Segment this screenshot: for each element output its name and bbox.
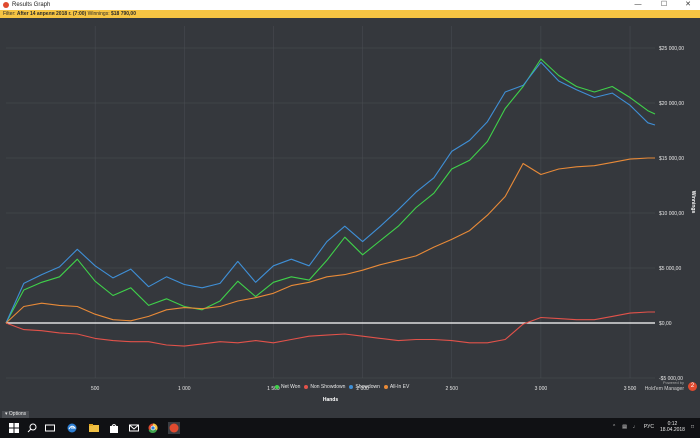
clock[interactable]: 0:12 18.04.2018 — [660, 421, 685, 433]
filter-bar[interactable]: Filter: After 14 апреля 2018 г. (7:00) W… — [0, 10, 700, 18]
legend-non-showdown[interactable]: Non Showdown — [304, 384, 345, 390]
notifications-icon[interactable]: □ — [690, 424, 694, 430]
y-tick-label: $10 000,00 — [659, 211, 684, 217]
y-tick-label: $25 000,00 — [659, 46, 684, 52]
minimize-button[interactable]: — — [634, 1, 642, 8]
x-tick-label: 2 000 — [356, 386, 369, 392]
all-in-ev-dot-icon — [383, 385, 388, 389]
legend-label: Showdown — [355, 384, 380, 390]
hm2-logo-icon: 2 — [688, 382, 697, 391]
search-icon[interactable] — [26, 422, 38, 434]
maximize-button[interactable]: ☐ — [660, 1, 668, 8]
chart-canvas: -$5 000,00 $0,00 $5 000,00 $10 000,00 $15 00… — [5, 26, 696, 403]
series-line-non-showdown — [5, 311, 655, 347]
y-tick-label: $0,00 — [659, 321, 672, 327]
filter-value: After 14 апреля 2018 г. (7:00) — [16, 11, 87, 17]
series-line-all-in-ev — [5, 157, 655, 324]
y-tick-label: $5 000,00 — [659, 266, 681, 272]
volume-icon[interactable]: ♩ — [632, 424, 638, 430]
legend-all-in-ev[interactable]: All-In EV — [383, 384, 410, 390]
store-icon[interactable] — [108, 422, 120, 434]
x-tick-label: 1 500 — [267, 386, 280, 392]
task-view-icon[interactable] — [44, 422, 56, 434]
legend-net-won[interactable]: Net Won — [275, 384, 300, 390]
system-tray: ⌃ ▤ ♩ РУС 0:12 18.04.2018 □ — [606, 421, 694, 433]
powered-by-label: Powered by — [662, 380, 684, 385]
hm2-app-icon — [3, 2, 9, 8]
clock-date: 18.04.2018 — [659, 427, 685, 433]
chevron-up-icon[interactable]: ⌃ — [611, 424, 617, 430]
options-bar: ▾ Options — [0, 410, 700, 418]
title-bar: Results Graph — ☐ ✕ — [0, 0, 700, 10]
series-line-showdown — [5, 61, 656, 324]
legend-label: All-In EV — [389, 384, 410, 390]
file-explorer-icon[interactable] — [88, 422, 100, 434]
legend-label: Non Showdown — [310, 384, 346, 390]
series-line-net-won — [5, 58, 656, 324]
filter-label: Filter: — [3, 11, 16, 17]
window-title: Results Graph — [12, 2, 51, 8]
y-tick-label: $20 000,00 — [659, 101, 684, 107]
options-button[interactable]: ▾ Options — [2, 411, 30, 418]
legend-showdown[interactable]: Showdown — [349, 384, 380, 390]
non-showdown-dot-icon — [304, 385, 309, 389]
chrome-icon[interactable] — [147, 422, 159, 434]
mail-icon[interactable] — [128, 422, 140, 434]
showdown-dot-icon — [349, 385, 354, 389]
chart-legend: Net Won Non Showdown Showdown All-In EV — [275, 383, 413, 391]
edge-browser-icon[interactable] — [66, 422, 78, 434]
holdem-manager-taskbar-icon[interactable] — [168, 422, 180, 434]
winnings-label: Winnings: — [87, 11, 110, 17]
net-won-dot-icon — [275, 385, 279, 389]
hm-brand-label: Hold'em Manager — [644, 386, 684, 392]
tray-language[interactable]: РУС — [643, 424, 654, 430]
clock-time: 0:12 — [667, 421, 678, 427]
x-tick-label: 3 500 — [624, 386, 637, 392]
x-tick-label: 2 500 — [445, 386, 458, 392]
x-tick-label: 1 000 — [178, 386, 191, 392]
x-tick-label: 500 — [91, 386, 100, 392]
windows-taskbar: ⌃ ▤ ♩ РУС 0:12 18.04.2018 □ — [0, 418, 700, 438]
powered-by: Powered by Hold'em Manager 2 — [644, 380, 697, 392]
winnings-value: $18 790,00 — [110, 11, 136, 17]
options-label: Options — [8, 411, 27, 417]
y-tick-label: $15 000,00 — [659, 156, 684, 162]
close-button[interactable]: ✕ — [685, 1, 691, 8]
legend-label: Net Won — [281, 384, 301, 390]
network-icon[interactable]: ▤ — [622, 424, 627, 430]
y-tick-label: -$5 000,00 — [659, 376, 683, 382]
windows-start-icon[interactable] — [8, 422, 20, 434]
chevron-down-icon: ▾ — [5, 411, 8, 417]
y-axis-title: Winnings — [690, 191, 696, 214]
results-graph: -$5 000,00 $0,00 $5 000,00 $10 000,00 $15 00… — [0, 18, 700, 410]
x-tick-label: 3 000 — [535, 386, 548, 392]
x-axis-title: Hands — [323, 397, 339, 403]
